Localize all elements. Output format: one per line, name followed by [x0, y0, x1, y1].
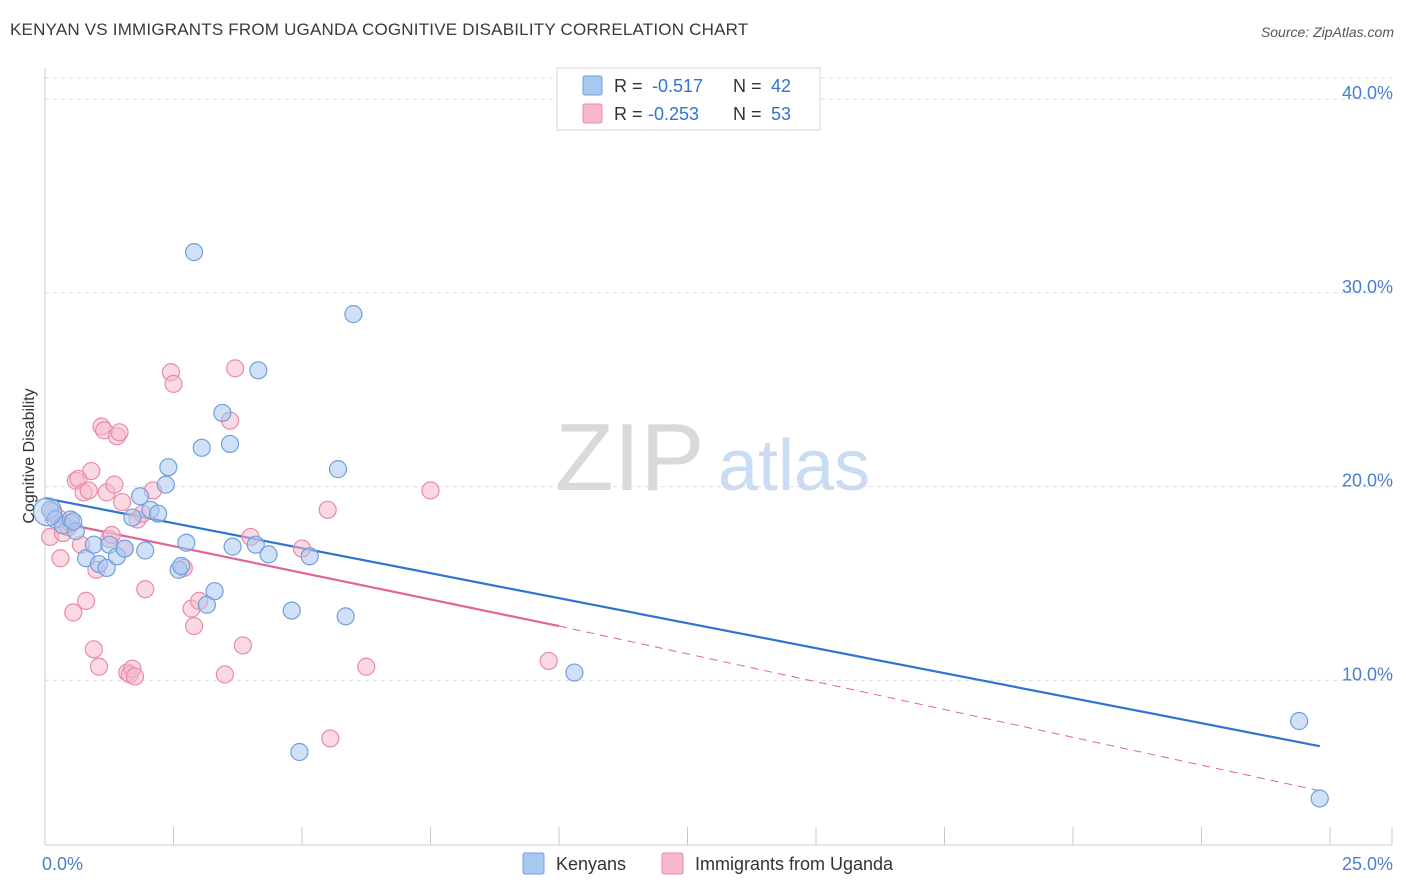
series-legend-swatch-uganda — [661, 852, 684, 875]
watermark-zip: ZIP — [555, 404, 704, 511]
kenyan-point — [64, 512, 83, 531]
kenyan-point — [130, 487, 150, 506]
series-legend-kenyans: Kenyans — [556, 854, 626, 874]
kenyan-point — [290, 742, 309, 762]
legend-r-value-2: -0.253 — [648, 104, 699, 124]
uganda-point — [215, 665, 234, 684]
data-points — [32, 243, 1329, 808]
kenyan-point — [136, 541, 155, 560]
kenyan-point — [97, 558, 116, 578]
uganda-point — [112, 492, 132, 512]
uganda-point — [79, 481, 98, 500]
y-axis-label: Cognitive Disability — [21, 388, 38, 523]
kenyan-point — [336, 607, 355, 626]
kenyan-point — [159, 458, 178, 477]
kenyan-point — [1290, 711, 1309, 731]
uganda-point — [77, 591, 96, 610]
uganda-point — [110, 423, 129, 442]
correlation-legend: R = -0.517 N = 42 R = -0.253 N = 53 — [556, 67, 821, 131]
kenyan-point — [220, 434, 240, 454]
uganda-point — [125, 667, 145, 686]
kenyan-point — [205, 582, 224, 601]
kenyan-point — [213, 403, 232, 423]
axes: 10.0% 20.0% 30.0% 40.0% 0.0% 25.0% — [42, 68, 1393, 874]
uganda-point — [421, 481, 440, 500]
y-tick-label: 20.0% — [1342, 471, 1393, 491]
kenyan-point — [344, 305, 363, 324]
watermark-atlas: atlas — [718, 426, 870, 506]
kenyan-point — [115, 539, 134, 558]
kenyan-point — [565, 663, 584, 682]
kenyan-point — [184, 243, 204, 262]
kenyan-point — [282, 601, 301, 620]
legend-swatch-kenyans — [582, 75, 603, 96]
uganda-point — [321, 729, 340, 748]
uganda-point — [105, 475, 124, 494]
grid-lines — [45, 77, 1392, 681]
uganda-trend-line-extension — [558, 625, 1320, 792]
uganda-point — [539, 651, 558, 671]
series-legend: Kenyans Immigrants from Uganda — [522, 852, 894, 875]
kenyan-point — [177, 533, 196, 552]
y-tick-label: 10.0% — [1342, 664, 1393, 684]
y-tick-label: 40.0% — [1342, 83, 1393, 103]
x-tick-label-min: 0.0% — [42, 854, 83, 874]
legend-n-value-1: 42 — [771, 76, 791, 96]
kenyan-point — [300, 547, 319, 566]
kenyan-point — [1310, 789, 1329, 808]
series-legend-swatch-kenyans — [522, 852, 545, 875]
uganda-point — [357, 657, 376, 676]
kenyan-point — [223, 537, 242, 556]
legend-n-label-2: N = — [733, 104, 762, 124]
kenyan-point — [156, 475, 175, 494]
uganda-point — [51, 549, 70, 568]
uganda-point — [84, 640, 103, 659]
series-legend-uganda: Immigrants from Uganda — [695, 854, 894, 874]
uganda-point — [136, 580, 155, 599]
uganda-point — [233, 636, 252, 655]
kenyan-trend-line — [44, 497, 1320, 748]
y-tick-label: 30.0% — [1342, 277, 1393, 297]
uganda-point — [164, 374, 183, 393]
kenyan-point — [172, 556, 191, 576]
kenyan-point — [249, 361, 268, 380]
chart-title: KENYAN VS IMMIGRANTS FROM UGANDA COGNITI… — [10, 20, 749, 39]
uganda-point — [89, 657, 109, 676]
uganda-trend-line — [44, 518, 560, 628]
legend-r-label-1: R = — [614, 76, 643, 96]
kenyan-point — [259, 545, 278, 564]
legend-n-label-1: N = — [733, 76, 762, 96]
uganda-point — [226, 359, 245, 378]
kenyan-point — [328, 460, 348, 479]
kenyan-point — [148, 504, 168, 523]
legend-n-value-2: 53 — [771, 104, 791, 124]
uganda-point — [184, 616, 204, 636]
legend-r-label-2: R = — [614, 104, 643, 124]
uganda-point — [82, 461, 101, 481]
kenyan-point — [246, 535, 265, 554]
legend-r-value-1: -0.517 — [652, 76, 703, 96]
kenyan-point — [192, 438, 211, 457]
kenyan-point — [84, 535, 103, 554]
kenyan-point — [123, 508, 142, 527]
source-label: Source: ZipAtlas.com — [1260, 24, 1394, 40]
uganda-point — [318, 500, 337, 519]
uganda-point — [64, 603, 83, 622]
kenyan-point — [197, 595, 217, 614]
x-tick-label-max: 25.0% — [1342, 854, 1393, 874]
kenyan-point-large — [32, 497, 63, 527]
legend-swatch-uganda — [582, 103, 603, 124]
